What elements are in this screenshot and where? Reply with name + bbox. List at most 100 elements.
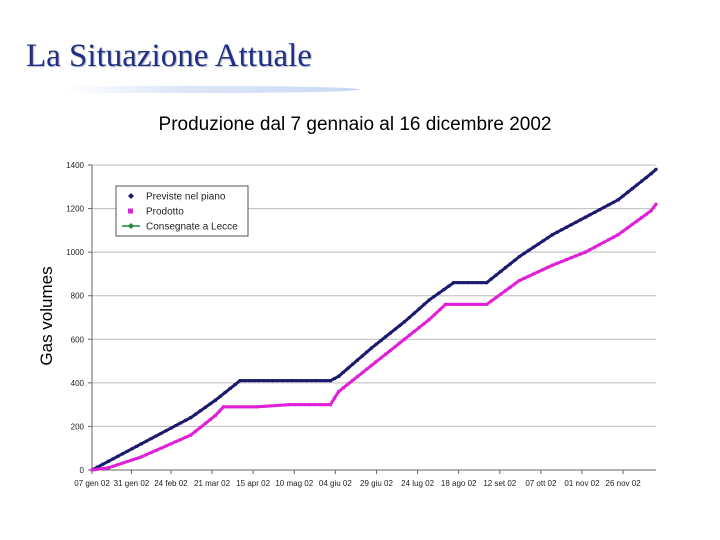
series-marker	[621, 229, 625, 233]
series-marker	[588, 213, 592, 217]
series-marker	[508, 262, 512, 266]
series-marker	[513, 282, 517, 286]
series-marker	[527, 248, 531, 252]
series-marker	[144, 439, 148, 443]
series-marker	[398, 341, 402, 345]
chart-title: Produzione dal 7 gennaio al 16 dicembre …	[159, 114, 552, 135]
series-marker	[254, 405, 258, 409]
series-marker	[247, 379, 251, 383]
axes	[88, 164, 656, 474]
legend-entry: Consegnate a Lecce	[122, 222, 238, 233]
series-marker	[560, 259, 564, 263]
series-marker	[532, 245, 536, 249]
series-marker	[513, 258, 517, 262]
series-marker	[360, 354, 364, 358]
x-tick-labels: 07 gen 02 31 gen 02 24 feb 02 21 mar 02 15 a…	[74, 479, 641, 488]
series-marker	[333, 377, 337, 380]
series-marker	[485, 302, 489, 306]
series-marker	[217, 409, 221, 413]
series-marker	[259, 405, 263, 409]
series-marker	[208, 402, 212, 406]
series-marker	[444, 302, 448, 306]
series-marker	[640, 179, 644, 183]
series-marker	[106, 459, 110, 463]
series-marker	[125, 449, 129, 453]
series-marker	[370, 363, 374, 367]
x-tick-label: 21 mar 02	[194, 479, 231, 488]
series-marker	[447, 284, 451, 288]
series-marker	[208, 417, 212, 421]
series-marker	[174, 440, 178, 444]
series-marker	[228, 387, 232, 391]
series-marker	[194, 412, 198, 416]
series-marker	[503, 289, 507, 293]
title-underline	[60, 86, 360, 93]
series-marker	[412, 311, 416, 315]
series-marker	[261, 379, 265, 383]
y-tick-labels: 0 200 400 600 800 1000 1200 1400	[66, 161, 84, 475]
series-marker	[384, 352, 388, 356]
series-marker	[184, 435, 188, 439]
series-marker	[269, 404, 273, 408]
series-marker	[222, 405, 226, 409]
x-tick-label: 24 lug 02	[401, 479, 434, 488]
series-marker	[164, 444, 168, 448]
series-marker	[602, 240, 606, 244]
series-marker	[412, 329, 416, 333]
series-marker	[121, 452, 125, 456]
series-marker	[475, 281, 479, 285]
series-marker	[308, 403, 312, 407]
series-marker	[116, 454, 120, 458]
series-marker	[427, 318, 431, 322]
series-marker	[154, 434, 158, 438]
series-marker	[574, 220, 578, 224]
series-marker	[565, 258, 569, 262]
series-marker	[314, 379, 318, 383]
series-marker	[607, 203, 611, 207]
series-marker	[278, 403, 282, 407]
series-marker	[579, 252, 583, 256]
series-marker	[290, 379, 294, 383]
series-marker	[189, 433, 193, 437]
series-marker	[546, 265, 550, 269]
series-marker	[313, 403, 317, 407]
x-tick-label: 31 gen 02	[114, 479, 150, 488]
series-marker	[199, 425, 203, 429]
series-marker	[522, 251, 526, 255]
series-marker	[257, 379, 261, 383]
series-lines	[90, 167, 658, 472]
series-marker	[402, 337, 406, 341]
series-marker	[437, 291, 441, 295]
series-marker	[238, 379, 242, 383]
legend-entry: Prodotto	[128, 207, 184, 218]
series-marker	[388, 331, 392, 335]
series-marker	[640, 216, 644, 220]
series-marker	[569, 256, 573, 260]
y-tick-label: 0	[80, 466, 85, 475]
series-marker	[264, 404, 268, 408]
series-marker	[116, 463, 120, 467]
series-marker	[199, 409, 203, 413]
series-marker	[393, 327, 397, 331]
series-marker	[471, 281, 475, 285]
x-tick-label: 15 apr 02	[236, 479, 270, 488]
series-marker	[388, 348, 392, 352]
series-marker	[611, 200, 615, 204]
series-marker	[541, 239, 545, 243]
series-marker	[159, 446, 163, 450]
series-marker	[536, 270, 540, 274]
series-marker	[379, 339, 383, 343]
series-marker	[518, 278, 522, 282]
series-marker	[503, 266, 507, 270]
series-marker	[422, 322, 426, 326]
series-marker	[402, 320, 406, 324]
series-marker	[355, 358, 359, 362]
x-tick-label: 29 giu 02	[360, 479, 393, 488]
series-marker	[470, 302, 474, 306]
series-marker	[346, 366, 350, 370]
series-marker	[250, 405, 254, 409]
series-marker	[550, 263, 554, 267]
series-marker	[179, 438, 183, 441]
x-tick-label: 26 nov 02	[606, 479, 642, 488]
legend-marker	[128, 208, 133, 214]
